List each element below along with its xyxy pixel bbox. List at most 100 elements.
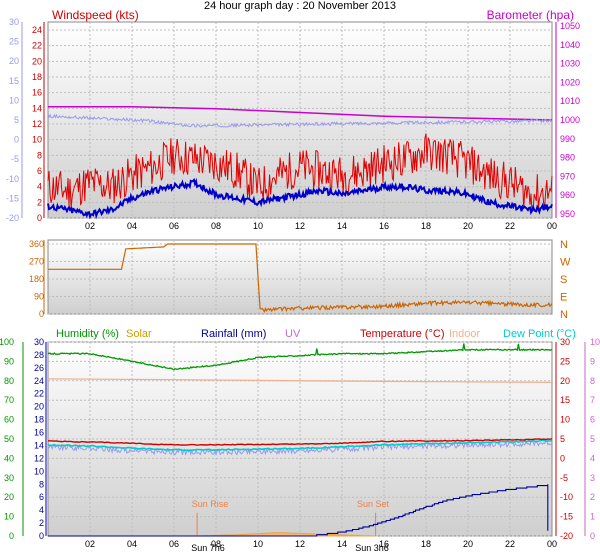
rain-tick-label: 0: [39, 531, 44, 541]
wind-panel-series: [47, 106, 553, 220]
humidity-line: [47, 343, 553, 371]
x-tick-label: 08: [211, 539, 221, 549]
humidity-tick-label: 10: [4, 512, 14, 522]
baro-tick-label: 960: [560, 190, 575, 200]
x-tick-label: 20: [463, 539, 473, 549]
rain-tick-label: 20: [34, 402, 44, 412]
wind-tick-label: 2: [37, 197, 42, 207]
rain-tick-label: 12: [34, 453, 44, 463]
direction-tick-label: 90: [34, 292, 44, 302]
temp-tick-label: 20: [9, 56, 19, 66]
chart-title: 24 hour graph day : 20 November 2013: [204, 0, 396, 12]
baro-tick-label: 1050: [560, 21, 580, 31]
x-tick-label: 00: [547, 221, 557, 231]
legend-rainfall: Rainfall (mm): [201, 328, 266, 340]
apparent-temp-line: [47, 113, 553, 129]
wind-panel-axes: 02 04 06 08 10 12 14 16 18 20 22 00-20-15-10-505101…: [6, 17, 580, 231]
temp-panel-axes: 02 04 06 08 10 12 14 16 18 20 22 000102030405060708…: [0, 337, 600, 549]
temperature-line: [48, 438, 553, 446]
wind-tick-label: 16: [32, 88, 42, 98]
rain-tick-label: 10: [34, 466, 44, 476]
x-tick-label: 14: [337, 539, 347, 549]
x-tick-label: 16: [379, 221, 389, 231]
temperature-tick-label: 20: [560, 376, 570, 386]
baro-tick-label: 1040: [560, 40, 580, 50]
temp-tick-label: 15: [9, 76, 19, 86]
direction-tick-label: 360: [29, 239, 44, 249]
temp-hum-panel: Humidity (%) Solar Rainfall (mm) UV Temp…: [0, 328, 600, 553]
direction-panel-series: [48, 243, 553, 314]
x-tick-label: 04: [127, 539, 137, 549]
direction-tick-label: 180: [29, 274, 44, 284]
temp-tick-label: 25: [9, 37, 19, 47]
dewpoint-line: [47, 439, 553, 452]
x-tick-label: 16: [379, 539, 389, 549]
temperature-tick-label: 15: [560, 395, 570, 405]
temp-tick-label: 10: [9, 95, 19, 105]
baro-tick-label: 970: [560, 171, 575, 181]
compass-tick-label: E: [560, 292, 567, 304]
wind-tick-label: 18: [32, 72, 42, 82]
compass-tick-label: W: [560, 257, 571, 269]
rain-tick-label: 8: [39, 479, 44, 489]
baro-tick-label: 1030: [560, 59, 580, 69]
rain-tick-label: 2: [39, 518, 44, 528]
barometer-line: [48, 106, 553, 121]
temp-tick-label: 5: [14, 115, 19, 125]
temp-tick-label: -10: [6, 174, 19, 184]
uv-tick-label: 3: [590, 473, 595, 483]
windspeed-legend: Windspeed (kts): [52, 8, 139, 22]
rain-tick-label: 4: [39, 505, 44, 515]
temperature-tick-label: -10: [560, 492, 573, 502]
humidity-tick-label: 30: [4, 473, 14, 483]
compass-tick-label: N: [560, 239, 568, 251]
humidity-tick-label: 70: [4, 395, 14, 405]
direction-tick-label: 270: [29, 257, 44, 267]
baro-tick-label: 1000: [560, 115, 580, 125]
wind-tick-label: 0: [37, 213, 42, 223]
temp-panel-series: [47, 343, 553, 537]
rain-tick-label: 18: [34, 415, 44, 425]
x-tick-label: 04: [127, 221, 137, 231]
uv-tick-label: 7: [590, 395, 595, 405]
temp-tick-label: 0: [14, 135, 19, 145]
wind-tick-label: 10: [32, 135, 42, 145]
baro-tick-label: 1010: [560, 96, 580, 106]
rain-tick-label: 16: [34, 428, 44, 438]
sunset-time: Sun 3h6: [355, 543, 389, 553]
wind-average-line: [47, 177, 553, 220]
baro-tick-label: 990: [560, 134, 575, 144]
uv-tick-label: 9: [590, 356, 595, 366]
wind-tick-label: 8: [37, 150, 42, 160]
sunrise-label: Sun Rise: [192, 499, 229, 509]
x-tick-label: 06: [169, 221, 179, 231]
baro-tick-label: 980: [560, 153, 575, 163]
legend-solar: Solar: [126, 328, 152, 340]
compass-tick-label: S: [560, 274, 567, 286]
wind-tick-label: 22: [32, 41, 42, 51]
x-tick-label: 02: [85, 221, 95, 231]
humidity-tick-label: 100: [0, 337, 14, 347]
direction-panel-grid: [48, 240, 552, 315]
legend-dewpoint: Dew Point (°C): [503, 328, 576, 340]
temperature-tick-label: 25: [560, 356, 570, 366]
wind-tick-label: 4: [37, 182, 42, 192]
compass-tick-label: N: [560, 309, 568, 321]
uv-tick-label: 2: [590, 492, 595, 502]
x-tick-label: 00: [547, 539, 557, 549]
legend-indoor: Indoor: [449, 328, 481, 340]
humidity-tick-label: 90: [4, 356, 14, 366]
temp-tick-label: 30: [9, 17, 19, 27]
x-tick-label: 18: [421, 221, 431, 231]
x-tick-label: 20: [463, 221, 473, 231]
x-tick-label: 08: [211, 221, 221, 231]
baro-tick-label: 950: [560, 209, 575, 219]
x-tick-label: 06: [169, 539, 179, 549]
uv-tick-label: 6: [590, 415, 595, 425]
temperature-tick-label: 0: [560, 453, 565, 463]
baro-tick-label: 1020: [560, 77, 580, 87]
x-tick-label: 12: [295, 221, 305, 231]
sunrise-time: Sun 7h6: [191, 543, 225, 553]
